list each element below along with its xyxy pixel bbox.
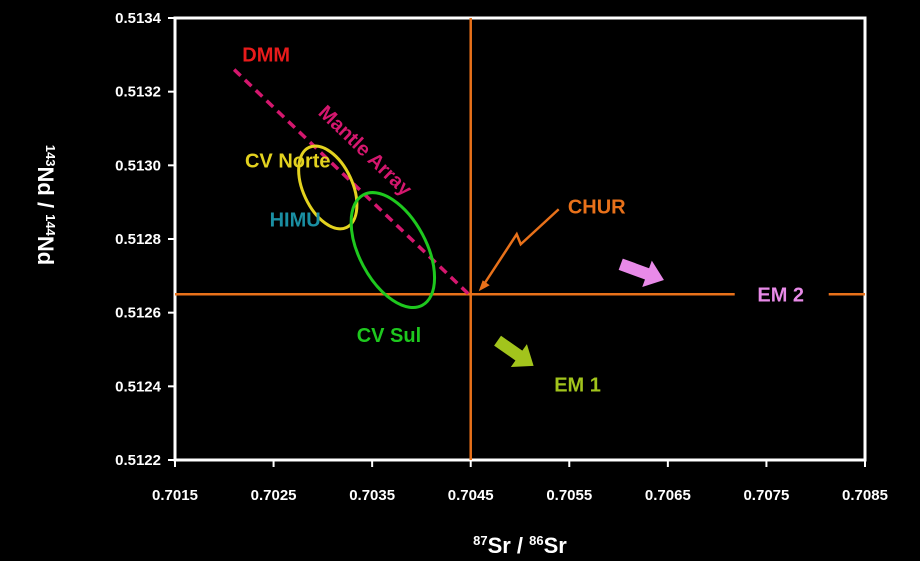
x-tick-label: 0.7085 [842,487,888,504]
em2-label-bg [734,280,829,309]
x-tick-label: 0.7025 [251,487,297,504]
em1-arrow-shape [494,335,534,368]
field-label: CV Norte [245,150,331,172]
chur-lightning-arrow [481,208,560,287]
y-tick-label: 0.5132 [115,84,161,101]
x-tick-label: 0.7035 [349,487,395,504]
x-tick-labels: 0.7015 0.7025 0.7035 0.7045 0.7055 0.7065 0.70… [152,460,888,504]
plot-frame [173,16,867,462]
x-tick-label: 0.7055 [546,487,592,504]
point-label-chur: CHUR [568,196,626,218]
y-tick-labels: 0.5122 0.5124 0.5126 0.5128 0.5130 0.5132 0.51… [115,10,175,469]
y-tick-label: 0.5134 [115,10,162,27]
x-tick-label: 0.7065 [645,487,691,504]
x-tick-label: 0.7045 [448,487,494,504]
annotations-group: DMM HIMU CHUR EM 1 EM 2 [242,45,829,397]
fields-group: CV Norte CV Sul [245,144,437,347]
x-tick-label: 0.7075 [743,487,789,504]
point-label-em-2: EM 2 [757,284,804,306]
point-label-em-1: EM 1 [554,375,601,397]
field-cv-sul [349,191,437,310]
field-cv-norte [297,144,359,231]
x-tick-label: 0.7015 [152,487,198,504]
point-label-dmm: DMM [242,45,290,67]
mantle-array-line [232,68,470,296]
em2-arrow-shape [618,258,664,287]
em2-arrow [618,258,664,287]
point-label-himu: HIMU [270,210,321,232]
field-label: CV Sul [357,325,421,347]
y-tick-label: 0.5130 [115,157,161,174]
y-tick-label: 0.5122 [115,452,161,469]
x-axis-title: 87Sr / 86Sr [473,533,567,558]
em1-arrow [494,335,534,368]
chur-arrowhead [478,280,490,292]
y-tick-label: 0.5126 [115,305,161,322]
y-tick-label: 0.5128 [115,231,161,248]
y-tick-label: 0.5124 [115,378,162,395]
y-axis-title: 143Nd / 144Nd [33,145,58,265]
